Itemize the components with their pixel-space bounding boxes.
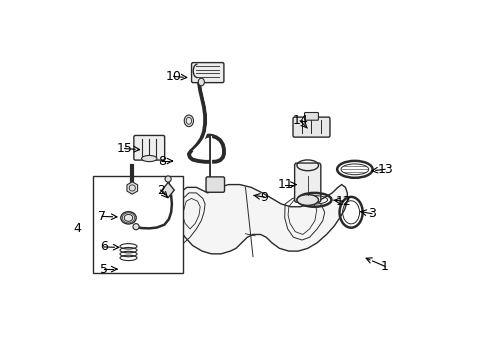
FancyBboxPatch shape [305, 112, 318, 120]
FancyBboxPatch shape [293, 117, 330, 137]
Text: 14: 14 [293, 114, 308, 127]
Polygon shape [162, 183, 174, 198]
Text: 10: 10 [166, 70, 182, 83]
Ellipse shape [142, 156, 157, 162]
Text: 13: 13 [377, 163, 393, 176]
Text: 12: 12 [336, 195, 351, 208]
Text: 3: 3 [368, 207, 376, 220]
Ellipse shape [297, 195, 318, 205]
FancyBboxPatch shape [294, 163, 321, 202]
FancyBboxPatch shape [192, 63, 224, 83]
Text: 4: 4 [74, 222, 81, 235]
Text: 2: 2 [157, 184, 165, 197]
Text: 6: 6 [100, 240, 108, 253]
Ellipse shape [198, 78, 204, 86]
Ellipse shape [165, 176, 171, 182]
Polygon shape [173, 185, 347, 254]
FancyBboxPatch shape [134, 135, 165, 160]
Text: 7: 7 [98, 210, 106, 223]
Text: 1: 1 [381, 260, 389, 273]
Text: 8: 8 [158, 154, 167, 167]
Text: 9: 9 [260, 190, 268, 203]
Polygon shape [127, 182, 138, 194]
Text: 11: 11 [277, 178, 293, 191]
FancyBboxPatch shape [206, 177, 224, 192]
Text: 15: 15 [117, 142, 133, 155]
Ellipse shape [121, 212, 136, 224]
Ellipse shape [133, 224, 139, 230]
Ellipse shape [184, 115, 194, 127]
Text: 5: 5 [100, 262, 108, 276]
Bar [93, 176, 183, 273]
